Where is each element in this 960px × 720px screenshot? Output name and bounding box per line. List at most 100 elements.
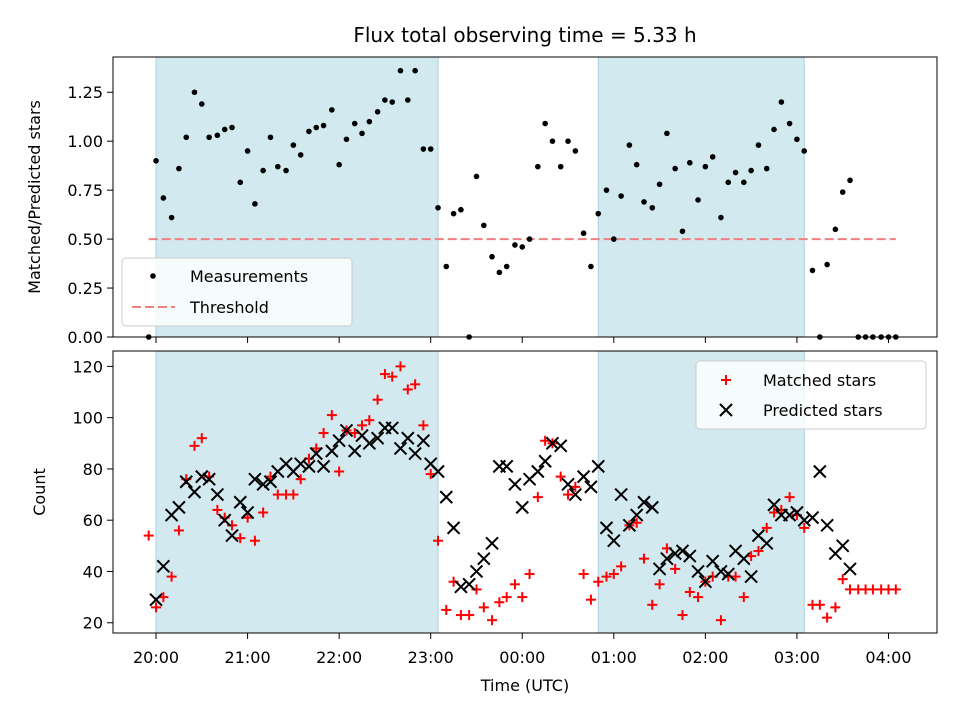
matched-star-point bbox=[372, 394, 383, 405]
predicted-star-point bbox=[240, 505, 255, 520]
predicted-marker-b bbox=[538, 454, 552, 468]
predicted-marker-b bbox=[439, 490, 453, 504]
matched-star-point bbox=[501, 592, 512, 603]
bottom-x-tick-label: 01:00 bbox=[591, 648, 637, 667]
predicted-star-point bbox=[499, 459, 514, 474]
bottom-x-tick-label: 21:00 bbox=[225, 648, 271, 667]
bottom-x-tick-label: 20:00 bbox=[133, 648, 179, 667]
legend-measurements-label: Measurements bbox=[190, 267, 308, 286]
matched-star-point bbox=[563, 489, 574, 500]
measurement-point bbox=[329, 107, 335, 113]
predicted-marker-b bbox=[591, 459, 605, 474]
matched-star-point bbox=[616, 561, 627, 572]
predicted-marker-b bbox=[279, 457, 293, 471]
measurement-point bbox=[542, 120, 548, 127]
measurement-point bbox=[755, 142, 762, 148]
measurement-point bbox=[450, 210, 457, 217]
predicted-star-point bbox=[469, 564, 484, 579]
predicted-star-point bbox=[202, 472, 216, 486]
predicted-marker-b bbox=[325, 444, 339, 458]
measurement-point bbox=[260, 167, 266, 174]
measurement-point bbox=[847, 177, 853, 184]
measurement-point bbox=[382, 97, 388, 103]
predicted-star-point bbox=[714, 564, 728, 579]
predicted-marker-b bbox=[225, 528, 239, 543]
measurement-point bbox=[443, 263, 450, 270]
top-y-tick-label: 0.50 bbox=[67, 230, 103, 249]
predicted-star-point bbox=[721, 567, 735, 581]
matched-star-point bbox=[464, 610, 475, 621]
measurement-point bbox=[672, 165, 678, 172]
top-legend-box bbox=[121, 257, 353, 327]
matched-star-point bbox=[890, 584, 901, 595]
predicted-marker-b bbox=[316, 459, 331, 474]
measurement-point bbox=[489, 253, 495, 260]
measurement-point bbox=[313, 124, 320, 131]
legend-predicted-label: Predicted stars bbox=[763, 401, 883, 420]
predicted-star-point bbox=[515, 500, 529, 515]
predicted-marker-b bbox=[156, 559, 171, 574]
top-y-tick-label: 0.75 bbox=[67, 181, 103, 200]
bottom-panel: 20 40 60 80 100 120 20:00 21:00 22:00 23:00 00:00… bbox=[30, 350, 938, 695]
predicted-marker-b bbox=[477, 551, 491, 566]
predicted-star-point bbox=[698, 575, 713, 589]
predicted-marker-b bbox=[263, 475, 278, 489]
matched-star-point bbox=[349, 428, 360, 439]
bottom-y-tick-label: 60 bbox=[83, 511, 103, 530]
measurement-point bbox=[153, 157, 159, 164]
measurement-point bbox=[801, 148, 808, 154]
predicted-star-point bbox=[325, 444, 339, 458]
matched-star-point bbox=[746, 551, 757, 562]
predicted-marker-b bbox=[675, 544, 690, 558]
matched-star-point bbox=[540, 435, 551, 446]
matched-star-point bbox=[608, 569, 619, 580]
matched-star-point bbox=[487, 615, 498, 626]
predicted-star-point bbox=[683, 549, 697, 563]
bottom-y-tick-label: 40 bbox=[83, 562, 103, 581]
measurement-point bbox=[649, 204, 656, 211]
predicted-marker-b bbox=[370, 431, 385, 445]
predicted-star-point bbox=[263, 475, 278, 489]
legend-predicted-marker bbox=[719, 403, 733, 417]
measurement-point bbox=[199, 101, 205, 107]
predicted-star-point bbox=[835, 539, 850, 553]
predicted-marker-b bbox=[172, 500, 186, 515]
measurement-point bbox=[695, 197, 701, 203]
predicted-marker-b bbox=[820, 518, 834, 533]
matched-star-point bbox=[578, 569, 589, 580]
measurement-point bbox=[572, 148, 579, 154]
top-y-tick-label: 1.25 bbox=[67, 83, 103, 102]
predicted-star-point bbox=[561, 477, 575, 492]
matched-star-point bbox=[173, 525, 184, 536]
predicted-star-point bbox=[316, 459, 331, 474]
matched-star-point bbox=[249, 535, 260, 546]
measurement-point bbox=[374, 109, 381, 115]
measurement-point bbox=[778, 99, 785, 105]
matched-star-point bbox=[814, 599, 825, 610]
bottom-axes-frame bbox=[112, 350, 938, 634]
predicted-star-point bbox=[370, 431, 385, 445]
predicted-star-point bbox=[179, 475, 193, 489]
chart-title: Flux total observing time = 5.33 h bbox=[353, 23, 696, 47]
bottom-y-tick-label: 20 bbox=[83, 614, 103, 633]
measurement-point bbox=[191, 89, 198, 96]
matched-star-point bbox=[677, 610, 688, 621]
matched-star-point bbox=[387, 371, 398, 382]
matched-star-point bbox=[738, 592, 749, 603]
predicted-marker-b bbox=[652, 562, 667, 576]
top-y-tick-label: 0.25 bbox=[67, 279, 103, 298]
measurement-point bbox=[221, 126, 228, 133]
matched-star-point bbox=[670, 563, 681, 574]
predicted-star-point bbox=[599, 521, 614, 535]
predicted-star-point bbox=[416, 434, 431, 448]
matched-star-point bbox=[410, 379, 421, 390]
top-y-tick-label: 0.00 bbox=[67, 328, 103, 347]
matched-star-point bbox=[433, 535, 444, 546]
predicted-star-point bbox=[462, 577, 476, 591]
predicted-star-point bbox=[691, 564, 705, 579]
measurement-point bbox=[229, 124, 235, 131]
predicted-marker-b bbox=[179, 475, 193, 489]
predicted-star-point bbox=[248, 472, 262, 486]
matched-star-point bbox=[585, 594, 596, 605]
predicted-marker-b bbox=[149, 592, 163, 607]
